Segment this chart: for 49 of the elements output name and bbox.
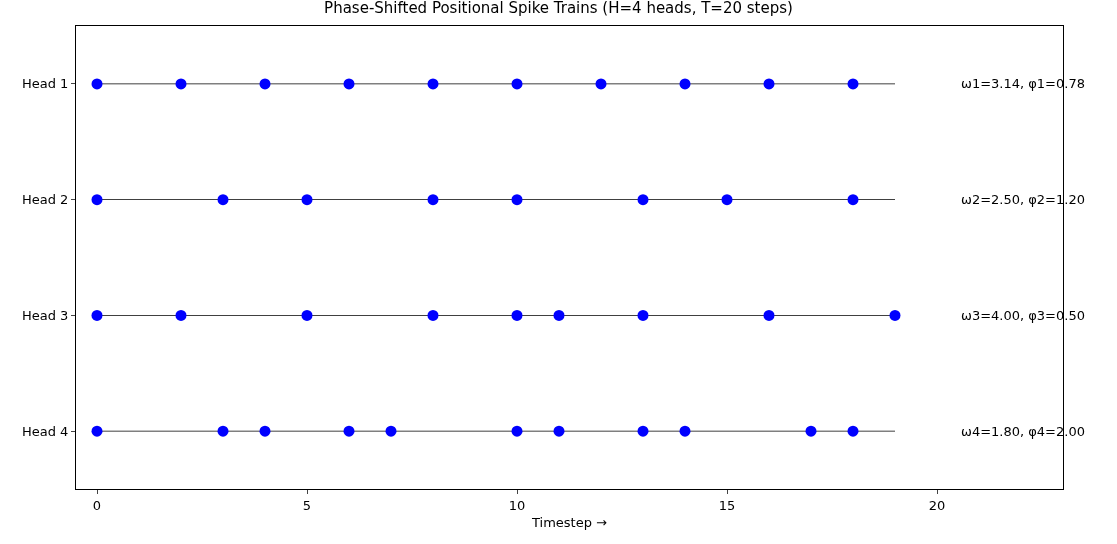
point: [91, 425, 103, 437]
point: [91, 78, 103, 90]
point: [805, 425, 817, 437]
point: [553, 309, 565, 321]
point: [343, 78, 355, 90]
point: [847, 78, 859, 90]
x-tick-label: 5: [302, 497, 312, 513]
point: [427, 78, 439, 90]
chart-title: Phase-Shifted Positional Spike Trains (H=4 heads, T=20 steps): [324, 0, 793, 18]
point: [259, 78, 271, 90]
point: [427, 194, 439, 206]
point: [847, 194, 859, 206]
x-tick-label: 20: [928, 497, 946, 513]
point: [637, 194, 649, 206]
point: [343, 425, 355, 437]
point: [847, 425, 859, 437]
point: [301, 194, 313, 206]
point: [175, 78, 187, 90]
point: [385, 425, 397, 437]
point: [175, 309, 187, 321]
y-tick-label: Head 2: [21, 192, 69, 208]
point: [679, 78, 691, 90]
y-tick-label: Head 3: [21, 307, 69, 323]
point: [511, 194, 523, 206]
point: [91, 309, 103, 321]
point: [217, 194, 229, 206]
point: [301, 309, 313, 321]
point: [553, 425, 565, 437]
y-tick-label: Head 4: [21, 423, 69, 439]
point: [511, 425, 523, 437]
point: [595, 78, 607, 90]
point: [889, 309, 901, 321]
point: [637, 425, 649, 437]
point: [721, 194, 733, 206]
y-tick-label: Head 1: [21, 76, 69, 92]
point: [763, 78, 775, 90]
x-tick-label: 0: [92, 497, 102, 513]
point: [511, 309, 523, 321]
point: [427, 309, 439, 321]
point: [259, 425, 271, 437]
x-tick-label: 10: [508, 497, 526, 513]
x-tick-label: 15: [718, 497, 736, 513]
point: [217, 425, 229, 437]
point: [91, 194, 103, 206]
point: [511, 78, 523, 90]
point: [637, 309, 649, 321]
x-axis-title: Timestep →: [531, 515, 608, 531]
point: [763, 309, 775, 321]
point: [679, 425, 691, 437]
